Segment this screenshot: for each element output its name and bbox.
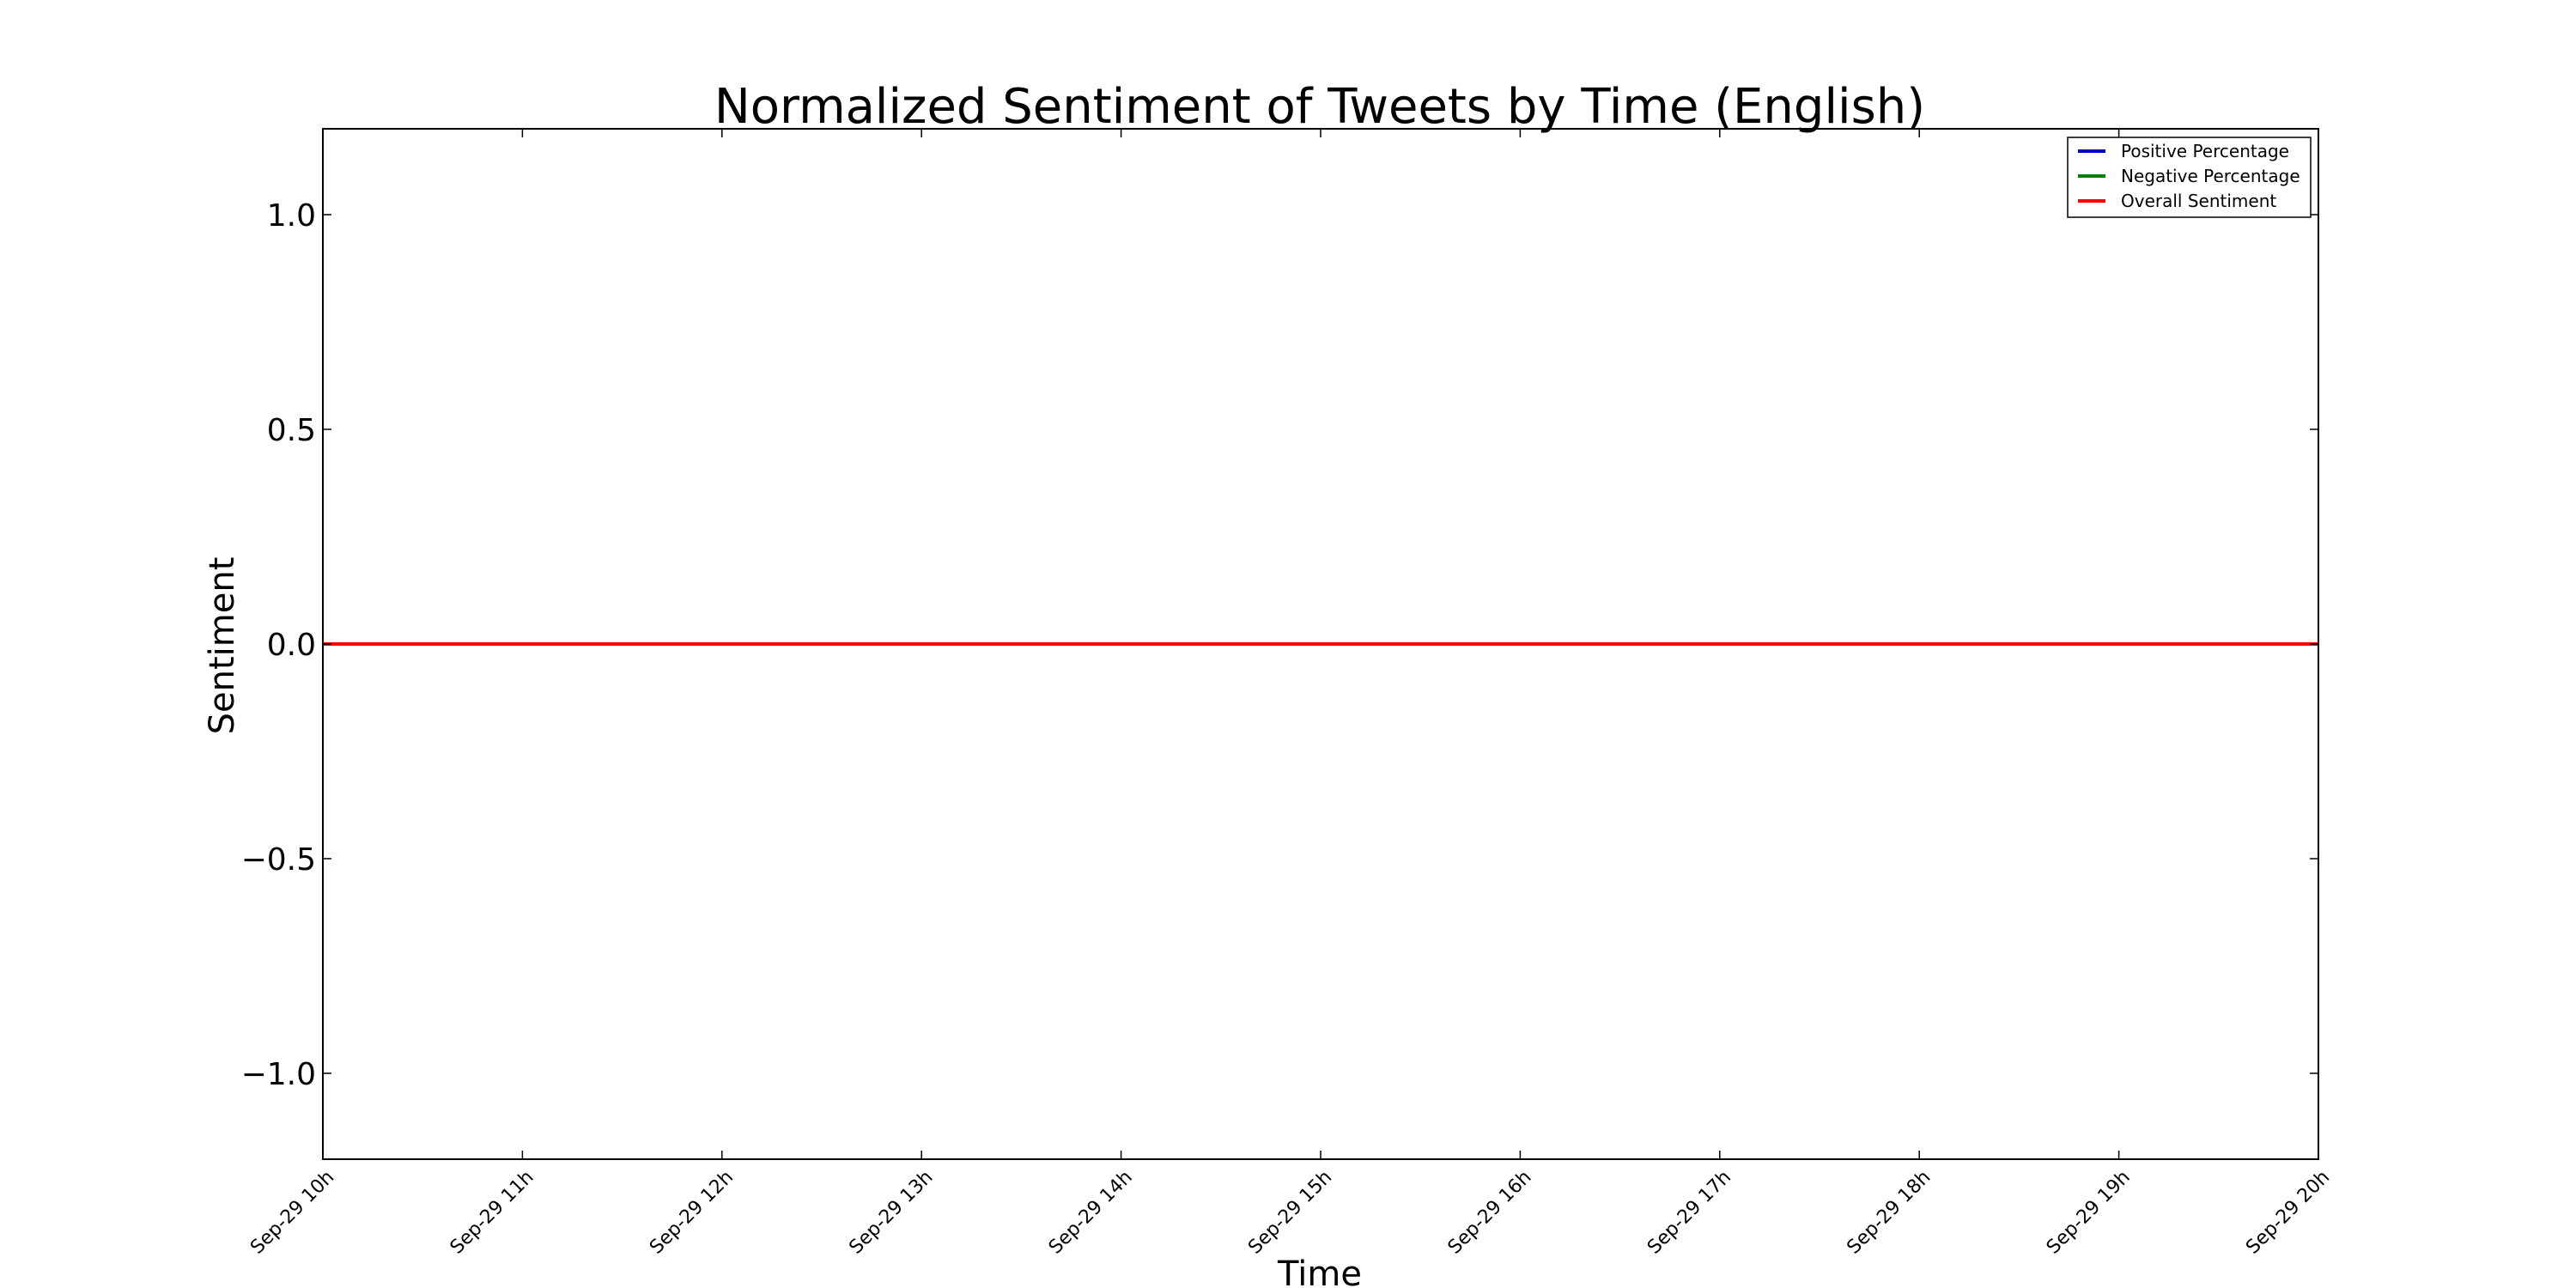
- y-tick-label: 0.5: [267, 413, 316, 448]
- x-tick-label: Sep-29 11h: [447, 1167, 538, 1259]
- x-tick-label: Sep-29 19h: [2043, 1167, 2135, 1259]
- x-tick-label: Sep-29 13h: [845, 1167, 937, 1259]
- y-axis-label: Sentiment: [203, 557, 242, 735]
- legend-box: [2067, 137, 2312, 218]
- x-tick-label: Sep-29 20h: [2242, 1167, 2334, 1259]
- x-tick-label: Sep-29 17h: [1643, 1167, 1735, 1259]
- x-tick-label: Sep-29 16h: [1444, 1167, 1536, 1259]
- legend-label-1: Negative Percentage: [2121, 166, 2300, 186]
- x-tick-label: Sep-29 10h: [246, 1167, 338, 1259]
- y-tick-label: −1.0: [241, 1057, 316, 1092]
- x-axis-label: Time: [1277, 1255, 1362, 1288]
- x-tick-label: Sep-29 12h: [646, 1167, 738, 1259]
- y-tick-label: 1.0: [267, 198, 316, 234]
- legend-label-2: Overall Sentiment: [2121, 191, 2276, 211]
- x-tick-label: Sep-29 14h: [1045, 1167, 1137, 1259]
- x-tick-label: Sep-29 15h: [1244, 1167, 1336, 1259]
- y-tick-label: 0.0: [267, 628, 316, 663]
- chart-title: Normalized Sentiment of Tweets by Time (…: [714, 79, 1925, 135]
- x-tick-label: Sep-29 18h: [1843, 1167, 1935, 1259]
- plot-area: Sep-29 10h Sep-29 11h Sep-29 12h Sep-29 13h…: [241, 128, 2334, 1259]
- legend: Positive Percentage Negative Percentage Ov…: [2067, 137, 2312, 218]
- legend-label-0: Positive Percentage: [2121, 141, 2289, 161]
- y-tick-label: −0.5: [241, 842, 316, 878]
